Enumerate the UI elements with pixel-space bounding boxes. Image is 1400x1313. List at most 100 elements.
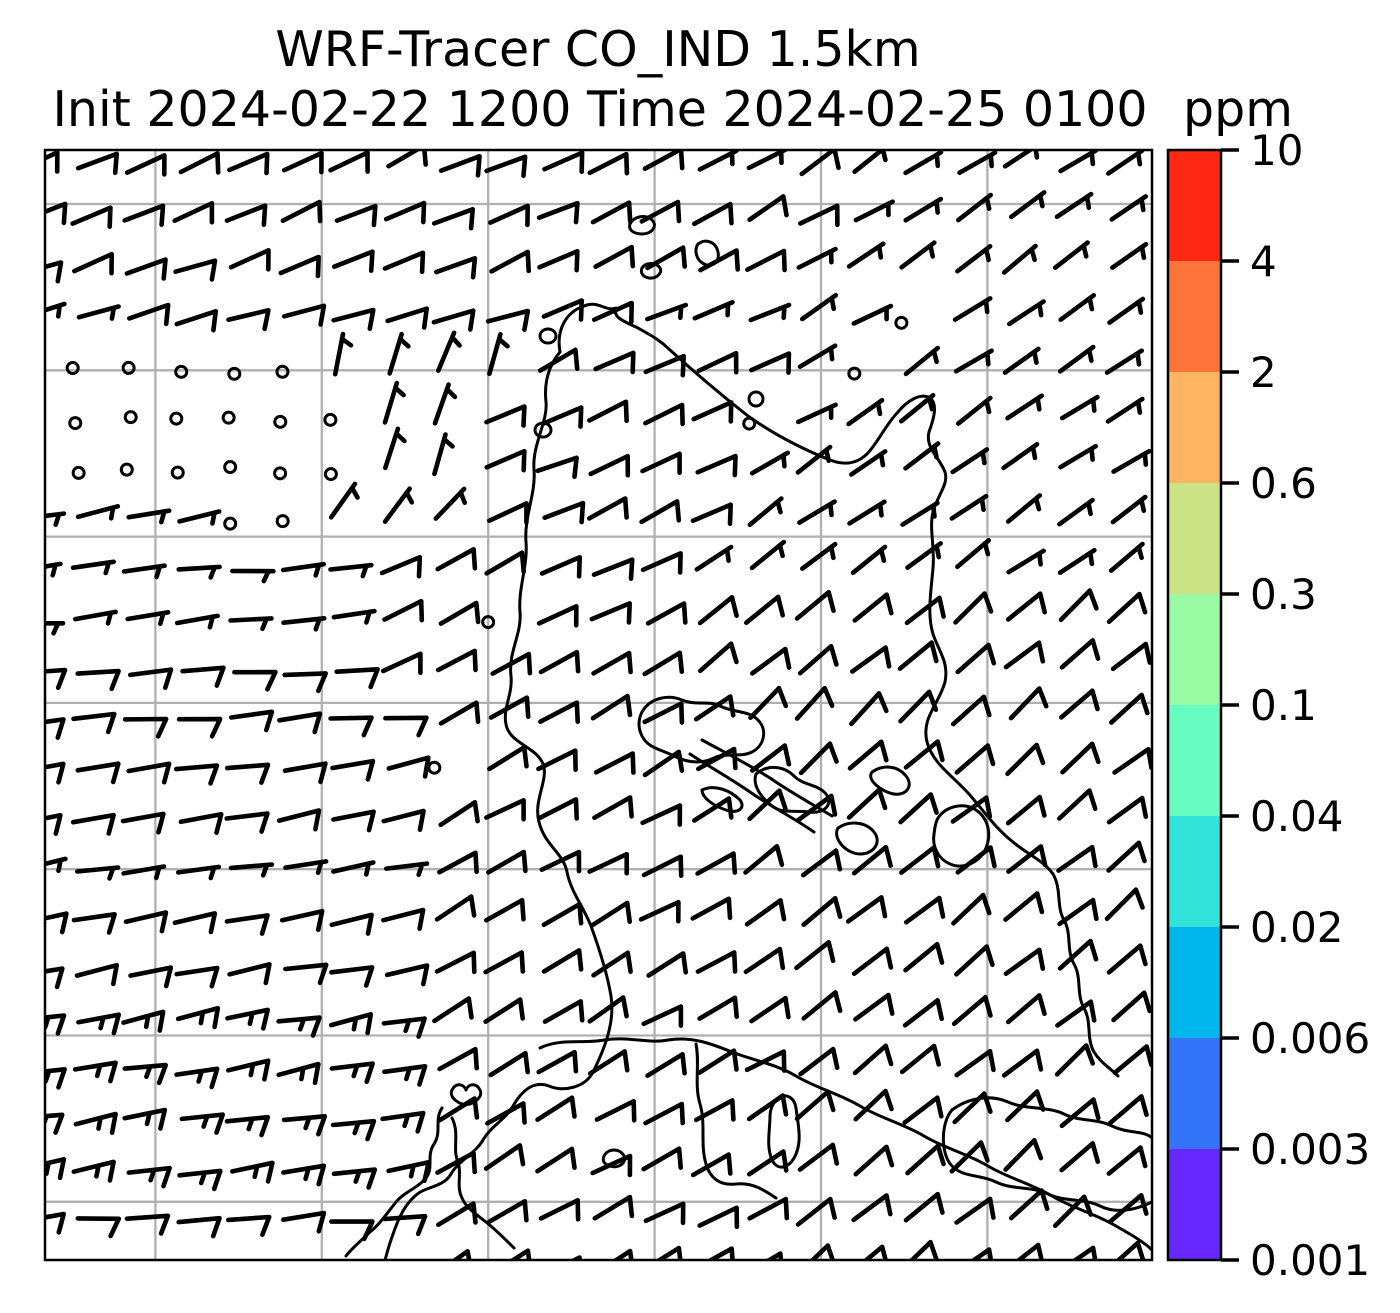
wind-barb [487,745,529,772]
wind-barb [329,1219,375,1242]
wind-barb [646,951,688,978]
wind-barb [381,907,426,931]
coastline-path [601,1148,627,1169]
wind-barb [903,739,945,770]
wind-barb [1057,344,1096,374]
wind-barb [331,809,376,833]
wind-barb [696,746,738,772]
wind-barb [587,1049,630,1076]
wind-barb-field [14,150,1152,1289]
colorbar-segment [1168,261,1221,373]
wind-barb [76,304,121,321]
wind-barb [542,999,585,1024]
wind-barb [484,154,528,178]
wind-barb [228,616,274,632]
calm-wind-circle [123,410,138,425]
wind-barb [1005,993,1047,1025]
wind-barb [438,700,481,726]
wind-barb [593,350,636,375]
wind-barb [123,910,169,934]
wind-barb [591,650,633,676]
coastline-path [835,821,879,856]
calm-wind-circle [275,364,290,379]
calm-wind-circle [227,366,242,381]
wind-barb [128,965,174,989]
wind-barb [484,404,527,428]
wind-barb [280,561,326,578]
wind-barb [538,700,580,724]
wind-barb [381,1213,428,1237]
wind-barb [697,150,739,172]
wind-barb [594,1099,637,1123]
wind-barb [331,1272,372,1289]
wind-barb [174,965,220,989]
wind-barb [590,900,632,928]
wind-barb [905,541,943,570]
calm-wind-circle [847,366,862,381]
wind-barb [75,504,121,521]
wind-barb [1059,1097,1101,1129]
colorbar-tick-label: 0.6 [1250,459,1317,508]
wind-barb [434,256,478,280]
wind-barb [283,962,329,986]
wind-barb [1054,191,1094,220]
wind-barb [640,551,683,575]
wind-barb [74,962,119,987]
wind-barb [484,798,526,822]
wind-barb [852,1043,894,1076]
wind-barb [697,1048,739,1075]
wind-barb [177,1168,223,1192]
wind-barb [386,1159,431,1183]
wind-barb [174,309,218,333]
wind-barb [1005,742,1046,777]
wind-barb [278,254,321,279]
wind-barb [380,1110,426,1134]
wind-barb [638,899,681,924]
wind-barb [276,1015,322,1038]
wind-barb [451,1249,472,1260]
wind-barb [747,1196,790,1221]
wind-barb [797,643,839,676]
plot-subtitle: Init 2024-02-22 1200 Time 2024-02-25 010… [52,81,1147,138]
wind-barb [902,998,944,1028]
coastline-path [700,738,834,818]
wind-barb [432,996,474,1024]
wind-barb [541,948,584,974]
wind-barb [75,668,121,692]
wind-barb [592,795,634,820]
wind-barb [536,200,580,225]
coastline-path [747,390,765,408]
calm-wind-circle [14,367,25,378]
wind-barb [692,796,734,823]
wind-barb [382,486,415,524]
wind-barb [643,1201,686,1226]
wind-barb [490,651,533,676]
wind-barb [899,393,936,424]
wind-barb [695,851,738,876]
wind-barb [45,150,60,174]
wind-barb [853,992,895,1022]
wind-barb [1003,1138,1044,1172]
wind-barb [122,203,166,227]
wind-barb [902,1095,944,1125]
wind-barb [797,499,837,525]
wind-barb [334,667,380,690]
wind-barb [1005,591,1047,622]
wind-barb [954,1196,996,1225]
wind-barb [750,646,792,676]
wind-barb [381,1016,427,1039]
wind-barb [45,621,66,636]
calm-wind-circle [273,466,288,481]
wind-barb [1058,150,1099,174]
wind-barb [903,345,940,377]
calm-wind-circle [169,411,184,426]
calm-wind-circle [273,414,288,429]
wind-barb [1058,588,1099,623]
wind-barb [794,940,836,971]
wind-barb [903,196,944,223]
wind-barb [1055,999,1097,1028]
wind-barb [690,896,733,921]
wind-barb [45,813,63,836]
colorbar-segment [1168,1149,1221,1261]
